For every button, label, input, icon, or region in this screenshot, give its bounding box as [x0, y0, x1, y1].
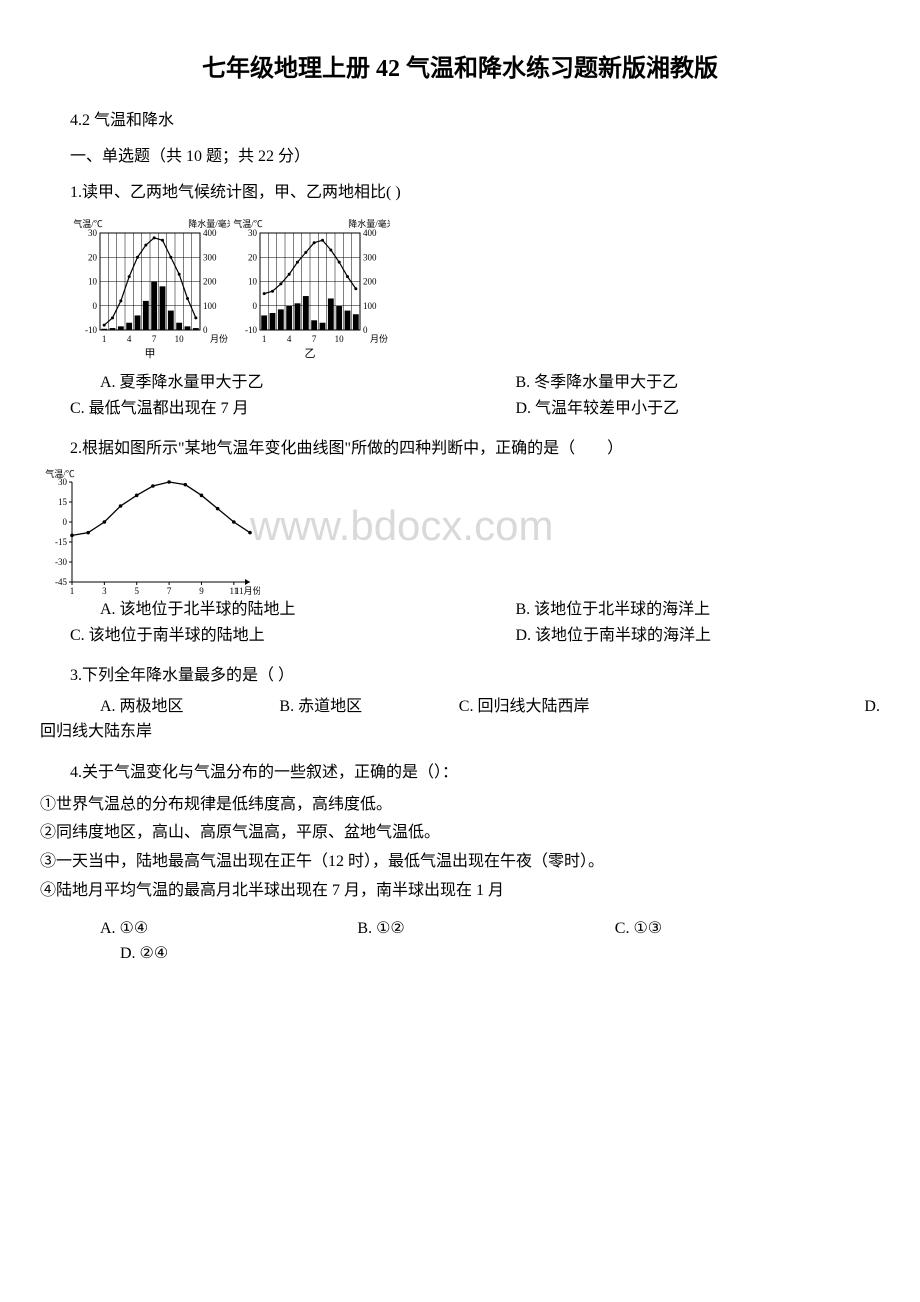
svg-text:0: 0 [203, 325, 208, 335]
q1-option-b: B. 冬季降水量甲大于乙 [516, 370, 881, 396]
svg-text:200: 200 [363, 277, 377, 287]
svg-text:3: 3 [102, 586, 107, 596]
q1-option-c: C. 最低气温都出现在 7 月 [70, 396, 516, 422]
q3-option-a: A. 两极地区 [100, 694, 279, 720]
q4-option-d: D. ②④ [100, 941, 880, 967]
q2-text: 2.根据如图所示"某地气温年变化曲线图"所做的四种判断中，正确的是（ ） [40, 436, 880, 462]
watermark: www.bdocx.com [250, 492, 553, 559]
svg-text:降水量/毫米: 降水量/毫米 [348, 218, 390, 229]
q1-option-a: A. 夏季降水量甲大于乙 [70, 370, 516, 396]
svg-text:300: 300 [363, 252, 377, 262]
q4-text: 4.关于气温变化与气温分布的一些叙述，正确的是（）： [40, 760, 880, 786]
svg-text:月份: 月份 [210, 333, 228, 344]
svg-text:15: 15 [58, 497, 68, 507]
q4-statement-1: ①世界气温总的分布规律是低纬度高，高纬度低。 [40, 791, 880, 820]
svg-text:100: 100 [363, 301, 377, 311]
svg-text:9: 9 [199, 586, 204, 596]
svg-text:7: 7 [152, 334, 157, 344]
q1-charts: -1001020300100200300400气温/℃降水量/毫米14710月份… [70, 215, 880, 360]
svg-text:20: 20 [248, 252, 258, 262]
svg-text:气温/℃: 气温/℃ [45, 468, 75, 479]
svg-text:甲: 甲 [145, 348, 156, 360]
svg-text:400: 400 [203, 228, 217, 238]
q4-option-b: B. ①② [357, 916, 614, 942]
q3-option-c: C. 回归线大陆西岸 [459, 694, 693, 720]
svg-text:30: 30 [88, 228, 98, 238]
svg-text:11月份: 11月份 [235, 585, 260, 596]
q1-chart-yi: -1001020300100200300400气温/℃降水量/毫米14710月份… [230, 215, 390, 360]
q2-option-a: A. 该地位于北半球的陆地上 [70, 597, 516, 623]
page-title: 七年级地理上册 42 气温和降水练习题新版湘教版 [40, 50, 880, 88]
svg-text:0: 0 [363, 325, 368, 335]
svg-text:10: 10 [335, 334, 345, 344]
svg-text:400: 400 [363, 228, 377, 238]
q2-option-b: B. 该地位于北半球的海洋上 [516, 597, 881, 623]
svg-text:气温/℃: 气温/℃ [73, 218, 103, 229]
svg-text:-45: -45 [55, 577, 67, 587]
svg-text:10: 10 [175, 334, 185, 344]
q4-option-a: A. ①④ [100, 916, 357, 942]
svg-text:1: 1 [262, 334, 267, 344]
q3-text: 3.下列全年降水量最多的是（ ） [40, 663, 880, 689]
svg-text:0: 0 [63, 517, 68, 527]
svg-text:月份: 月份 [370, 333, 388, 344]
svg-text:1: 1 [102, 334, 107, 344]
svg-text:-10: -10 [245, 325, 257, 335]
svg-text:0: 0 [93, 301, 98, 311]
q4-option-c: C. ①③ [615, 916, 880, 942]
section-heading: 一、单选题（共 10 题；共 22 分） [40, 144, 880, 170]
q3-option-d: 回归线大陆东岸 [40, 719, 820, 745]
q2-chart: -45-30-1501530135791111月份气温/℃ [40, 467, 260, 597]
subtitle: 4.2 气温和降水 [40, 108, 880, 134]
q2-option-c: C. 该地位于南半球的陆地上 [70, 623, 516, 649]
svg-text:10: 10 [88, 277, 98, 287]
svg-text:7: 7 [167, 586, 172, 596]
svg-text:300: 300 [203, 252, 217, 262]
svg-text:-30: -30 [55, 557, 67, 567]
svg-text:1: 1 [70, 586, 75, 596]
svg-text:降水量/毫米: 降水量/毫米 [188, 218, 230, 229]
svg-text:200: 200 [203, 277, 217, 287]
svg-text:乙: 乙 [305, 347, 316, 360]
svg-text:5: 5 [134, 586, 139, 596]
q4-statement-3: ③一天当中，陆地最高气温出现在正午（12 时），最低气温出现在午夜（零时）。 [40, 848, 880, 877]
q2-chart-wrap: -45-30-1501530135791111月份气温/℃ www.bdocx.… [40, 467, 880, 597]
q1-option-d: D. 气温年较差甲小于乙 [516, 396, 881, 422]
q1-text: 1.读甲、乙两地气候统计图，甲、乙两地相比( ) [40, 180, 880, 206]
q4-statement-2: ②同纬度地区，高山、高原气温高，平原、盆地气温低。 [40, 819, 880, 848]
q3-option-b: B. 赤道地区 [279, 694, 458, 720]
q1-chart-jia: -1001020300100200300400气温/℃降水量/毫米14710月份… [70, 215, 230, 360]
svg-text:7: 7 [312, 334, 317, 344]
svg-text:-10: -10 [85, 325, 97, 335]
svg-text:-15: -15 [55, 537, 67, 547]
svg-text:20: 20 [88, 252, 98, 262]
q3-option-d-prefix: D. [693, 694, 880, 720]
svg-text:气温/℃: 气温/℃ [233, 218, 263, 229]
svg-text:100: 100 [203, 301, 217, 311]
svg-text:30: 30 [248, 228, 258, 238]
svg-text:4: 4 [127, 334, 132, 344]
q4-statement-4: ④陆地月平均气温的最高月北半球出现在 7 月，南半球出现在 1 月 [40, 877, 880, 906]
q2-option-d: D. 该地位于南半球的海洋上 [516, 623, 881, 649]
svg-text:4: 4 [287, 334, 292, 344]
svg-text:0: 0 [253, 301, 258, 311]
svg-text:10: 10 [248, 277, 258, 287]
